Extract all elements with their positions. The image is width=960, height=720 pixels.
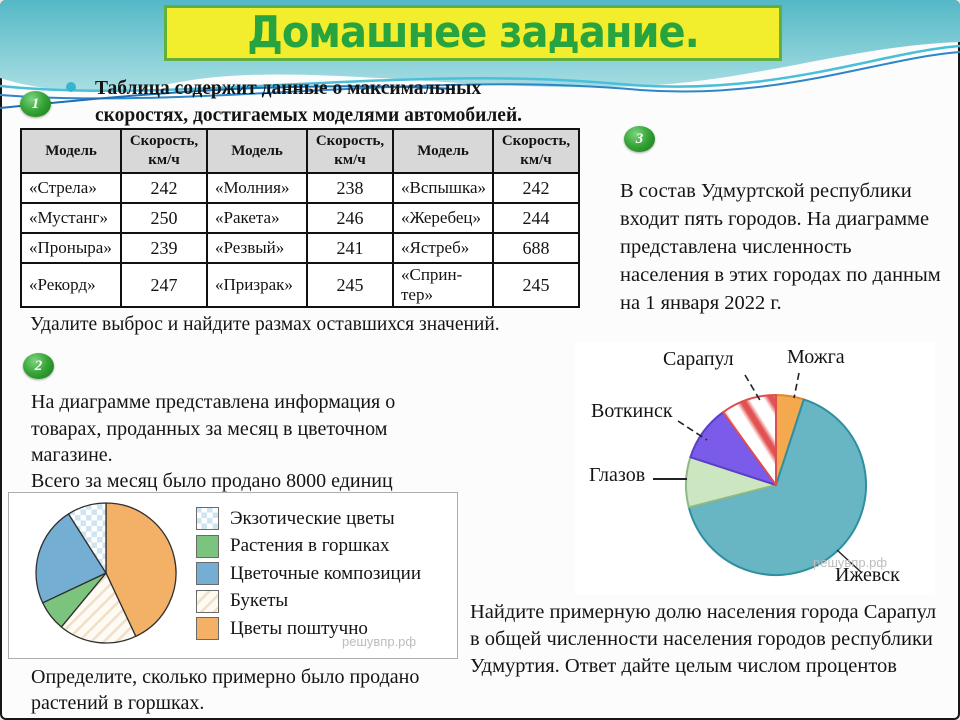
problem-2-question: Определите, сколько примерно было продан… — [31, 666, 420, 714]
table-row: «Мустанг» 250 «Ракета» 246 «Жеребец» 244 — [20, 202, 580, 234]
model-cell: «Сприн- тер» — [392, 262, 494, 308]
problem-1-badge: 1 — [20, 91, 51, 117]
speed-cell: 250 — [120, 202, 208, 234]
pie-slice-Цветы поштучно — [105, 502, 177, 637]
title-banner: Домашнее задание. — [164, 5, 782, 61]
pie-label-izhevsk: Ижевск — [835, 564, 900, 586]
pie-slice-Экзотические цветы — [67, 502, 107, 574]
legend-label: Цветочные композиции — [230, 562, 422, 584]
table-row: «Проныра» 239 «Резвый» 241 «Ястреб» 688 — [20, 232, 580, 264]
problem-1-number: 1 — [31, 95, 40, 112]
problem-1-intro: Таблица содержит данные о максимальных с… — [95, 78, 523, 126]
problem-2-intro: На диаграмме представлена информация о т… — [31, 391, 396, 466]
table-header-cell: Модель — [20, 128, 122, 174]
pie-label-mozhga: Можга — [787, 346, 845, 368]
speed-cell: 688 — [492, 232, 580, 264]
bullet-icon — [66, 82, 76, 92]
speed-table-head: Модель Скорость, км/ч Модель Скорость, км/ч… — [20, 128, 580, 174]
problem-2-badge: 2 — [23, 353, 54, 379]
model-cell: «Рекорд» — [20, 262, 122, 308]
legend-item: Букеты — [196, 589, 289, 613]
problem-2-total: Всего за месяц было продано 8000 единиц — [31, 470, 393, 492]
table-header-cell: Модель — [206, 128, 308, 174]
pie-label-sarapul: Сарапул — [663, 348, 734, 370]
legend-item: Растения в горшках — [196, 534, 390, 558]
problem-3-badge: 3 — [624, 126, 655, 152]
speed-table-body: «Стрела» 242 «Молния» 238 «Вспышка» 242 «Муста… — [20, 172, 580, 308]
problem-3-intro: В состав Удмуртской республики входит пя… — [620, 180, 941, 314]
flower-pie-chart-panel: Экзотические цветы Растения в горшках Цвет… — [8, 492, 458, 659]
model-cell: «Вспышка» — [392, 172, 494, 204]
model-cell: «Проныра» — [20, 232, 122, 264]
table-row: «Рекорд» 247 «Призрак» 245 «Сприн- тер» 245 — [20, 262, 580, 308]
model-cell: «Ракета» — [206, 202, 308, 234]
legend-swatch-icon — [196, 534, 219, 558]
speed-cell: 247 — [120, 262, 208, 308]
model-cell: «Призрак» — [206, 262, 308, 308]
table-header-cell: Скорость, км/ч — [306, 128, 394, 174]
pie-slice-Цветочные композиции — [35, 513, 107, 604]
legend-swatch-icon — [196, 562, 219, 585]
legend-swatch-icon — [196, 589, 219, 613]
legend-swatch-icon — [196, 617, 219, 640]
problem-2-number: 2 — [34, 357, 43, 374]
model-cell: «Стрела» — [20, 172, 122, 204]
legend-item: Цветы поштучно — [196, 617, 368, 640]
speed-cell: 244 — [492, 202, 580, 234]
speed-cell: 246 — [306, 202, 394, 234]
speed-table: Модель Скорость, км/ч Модель Скорость, км/ч… — [20, 128, 580, 308]
flower-pie-chart — [35, 502, 177, 644]
problem-3-number: 3 — [635, 130, 644, 147]
speed-cell: 239 — [120, 232, 208, 264]
legend-label: Цветы поштучно — [230, 617, 368, 639]
legend-label: Растения в горшках — [230, 535, 390, 556]
pie-label-glazov: Глазов — [589, 464, 646, 486]
speed-cell: 242 — [120, 172, 208, 204]
model-cell: «Жеребец» — [392, 202, 494, 234]
pie-leader-lines — [653, 372, 863, 574]
table-header-cell: Модель — [392, 128, 494, 174]
speed-cell: 238 — [306, 172, 394, 204]
legend-label: Экзотические цветы — [230, 507, 395, 529]
model-cell: «Ястреб» — [392, 232, 494, 264]
speed-cell: 241 — [306, 232, 394, 264]
model-cell: «Резвый» — [206, 232, 308, 264]
speed-cell: 245 — [492, 262, 580, 308]
legend-item: Цветочные композиции — [196, 562, 421, 585]
speed-cell: 245 — [306, 262, 394, 308]
table-header-cell: Скорость, км/ч — [120, 128, 208, 174]
legend-label: Букеты — [230, 590, 289, 611]
pie-slice-Букеты — [60, 572, 137, 644]
pie-slices — [35, 502, 177, 644]
udmurtia-pie-chart-panel: Сарапул Можга Воткинск Глазов Ижевск реш… — [575, 342, 935, 595]
model-cell: «Молния» — [206, 172, 308, 204]
table-header-cell: Скорость, км/ч — [492, 128, 580, 174]
problem-1-question: Удалите выброс и найдите размах оставших… — [30, 314, 500, 335]
watermark-text: решувпр.рф — [342, 634, 417, 649]
legend-item: Экзотические цветы — [196, 507, 395, 530]
watermark-text: решувпр.рф — [813, 555, 888, 570]
speed-table-wrap: Модель Скорость, км/ч Модель Скорость, км/ч… — [20, 128, 580, 308]
model-cell: «Мустанг» — [20, 202, 122, 234]
udmurtia-pie-chart — [653, 372, 867, 576]
speed-cell: 242 — [492, 172, 580, 204]
page-title: Домашнее задание. — [247, 8, 700, 58]
table-row: «Стрела» 242 «Молния» 238 «Вспышка» 242 — [20, 172, 580, 204]
pie-slices — [685, 394, 867, 576]
pie-label-votkinsk: Воткинск — [591, 400, 673, 422]
problem-3-question: Найдите примерную долю населения города … — [470, 601, 937, 677]
pie-slice-Сарапул — [722, 394, 777, 486]
legend-swatch-icon — [196, 507, 219, 530]
